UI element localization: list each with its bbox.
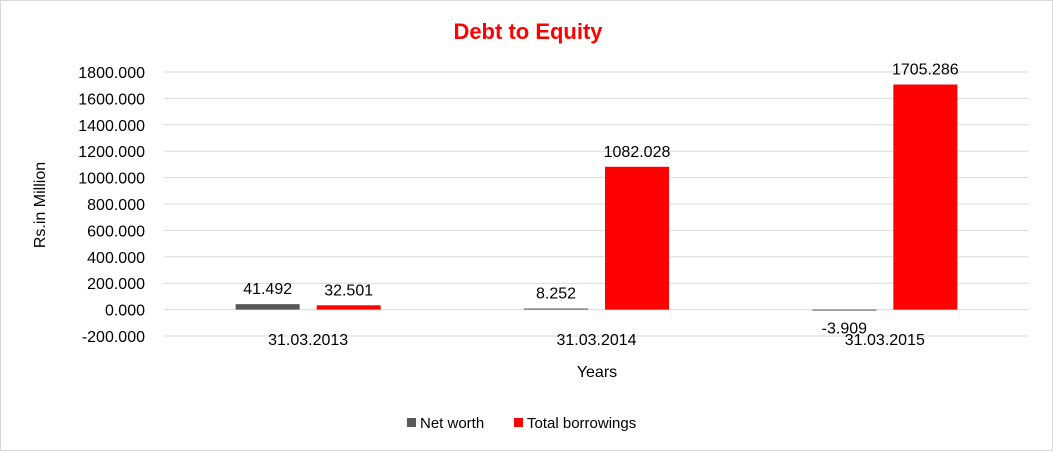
x-tick-label: 31.03.2014 bbox=[556, 332, 636, 349]
data-label: 8.252 bbox=[536, 286, 576, 303]
bars bbox=[235, 84, 958, 311]
x-axis-ticks: 31.03.2013 31.03.2014 31.03.2015 bbox=[268, 332, 925, 349]
net-worth-bar bbox=[524, 308, 588, 310]
total-borrowings-bar bbox=[893, 84, 958, 310]
y-tick-label: -200.000 bbox=[82, 329, 145, 346]
legend-swatch bbox=[407, 418, 416, 427]
x-tick-label: 31.03.2015 bbox=[845, 332, 925, 349]
data-label: 32.501 bbox=[324, 282, 373, 299]
x-axis-title: Years bbox=[577, 364, 617, 381]
x-tick-label: 31.03.2013 bbox=[268, 332, 348, 349]
data-label: 41.492 bbox=[243, 281, 292, 298]
legend-swatch bbox=[514, 418, 523, 427]
y-tick-label: 1600.000 bbox=[78, 91, 145, 108]
data-label: 1082.028 bbox=[604, 144, 671, 161]
y-tick-label: 1800.000 bbox=[78, 65, 145, 82]
data-labels: 41.492 32.501 8.252 1082.028 -3.909 1705.286 bbox=[243, 62, 959, 338]
y-axis-title: Rs.in Million bbox=[32, 162, 49, 248]
legend: Net worth Total borrowings bbox=[407, 415, 636, 432]
net-worth-bar bbox=[235, 304, 300, 310]
chart-title: Debt to Equity bbox=[453, 19, 603, 44]
net-worth-bar bbox=[812, 309, 877, 311]
y-tick-label: 200.000 bbox=[87, 276, 145, 293]
y-tick-label: 400.000 bbox=[87, 250, 145, 267]
data-label: -3.909 bbox=[822, 321, 867, 338]
legend-label: Total borrowings bbox=[527, 415, 636, 432]
total-borrowings-bar bbox=[316, 305, 381, 310]
y-tick-label: 600.000 bbox=[87, 223, 145, 240]
y-tick-label: 800.000 bbox=[87, 197, 145, 214]
y-tick-label: 1400.000 bbox=[78, 118, 145, 135]
y-tick-label: 1000.000 bbox=[78, 171, 145, 188]
y-tick-label: 0.000 bbox=[105, 303, 145, 320]
data-label: 1705.286 bbox=[892, 62, 959, 79]
total-borrowings-bar bbox=[605, 166, 669, 310]
y-axis-ticks: -200.000 0.000 200.000 400.000 600.000 800.00… bbox=[78, 65, 145, 346]
gridlines bbox=[164, 71, 1029, 337]
legend-label: Net worth bbox=[420, 415, 484, 432]
y-tick-label: 1200.000 bbox=[78, 144, 145, 161]
